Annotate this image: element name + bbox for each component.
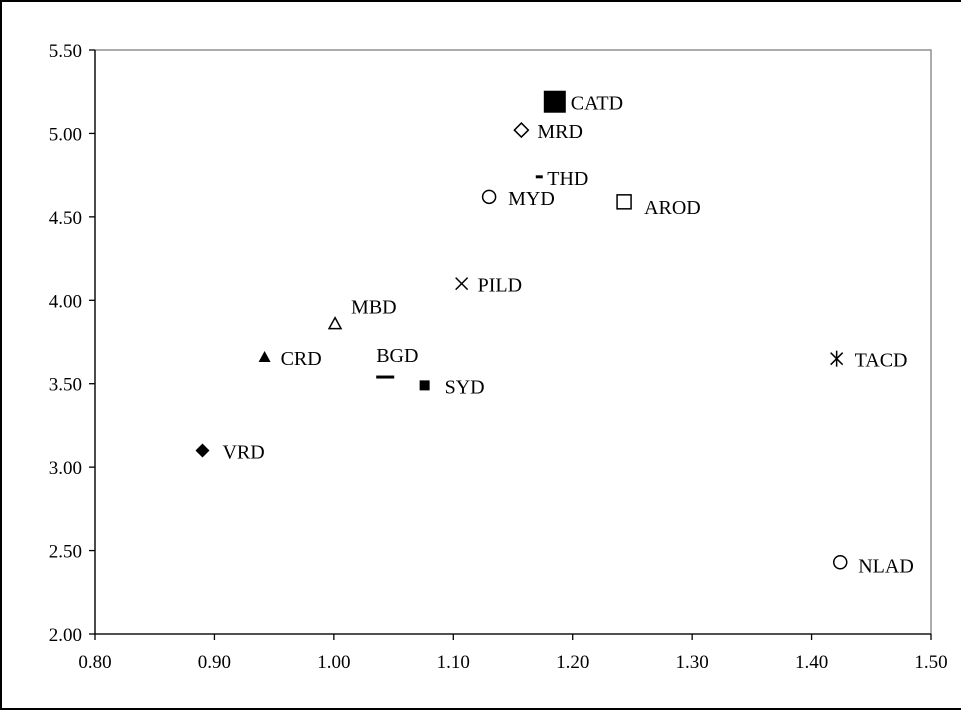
x-tick-label: 1.50 [914, 652, 947, 673]
point-label: PILD [478, 275, 522, 297]
data-point-mrd: MRD [513, 121, 583, 143]
data-point-syd: SYD [419, 376, 485, 398]
data-point-myd: MYD [481, 188, 555, 210]
point-marker [616, 194, 632, 210]
data-point-arod: AROD [616, 194, 701, 219]
point-label: MYD [508, 188, 555, 210]
y-tick-label: 2.50 [49, 542, 82, 563]
data-point-nlad: NLAD [832, 555, 914, 577]
y-tick-label: 5.50 [49, 41, 82, 62]
axes [89, 49, 932, 640]
y-tick-label: 3.00 [49, 458, 82, 479]
point-label: AROD [644, 197, 701, 219]
point-marker [376, 375, 395, 379]
y-tick-label: 5.00 [49, 124, 82, 145]
data-point-bgd: BGD [376, 345, 418, 379]
point-label: TACD [855, 350, 908, 372]
x-tick-label: 1.10 [437, 652, 470, 673]
point-label: VRD [222, 441, 264, 463]
x-tick-label: 1.30 [676, 652, 709, 673]
point-marker [419, 380, 430, 391]
y-tick-label: 4.00 [49, 291, 82, 312]
data-point-tacd: TACD [830, 350, 908, 372]
y-tick-label: 3.50 [49, 375, 82, 396]
point-label: THD [547, 168, 588, 190]
point-marker [327, 316, 343, 330]
x-tick-label: 1.00 [317, 652, 350, 673]
point-marker [535, 175, 543, 179]
plot-area [94, 49, 932, 635]
point-marker [543, 90, 566, 113]
point-marker [513, 122, 530, 139]
point-label: MRD [537, 121, 583, 143]
point-label: BGD [376, 345, 418, 367]
point-marker [455, 277, 469, 291]
data-point-mbd: MBD [327, 297, 397, 330]
point-label: NLAD [858, 555, 914, 577]
x-tick-label: 1.40 [795, 652, 828, 673]
point-label: CRD [281, 348, 322, 370]
point-marker [195, 443, 210, 458]
data-point-catd: CATD [543, 90, 623, 115]
y-tick-label: 4.50 [49, 208, 82, 229]
point-label: MBD [351, 297, 397, 319]
x-tick-label: 0.90 [198, 652, 231, 673]
x-tick-label: 0.80 [78, 652, 111, 673]
data-point-thd: THD [535, 168, 588, 190]
data-point-pild: PILD [455, 275, 522, 297]
point-label: CATD [571, 93, 623, 115]
point-marker [258, 351, 271, 363]
data-point-crd: CRD [258, 348, 322, 370]
point-marker [832, 555, 848, 570]
tick-labels: 2.00 2.50 3.00 3.50 4.00 4.50 5.00 5.50 0.80 0.90… [49, 41, 948, 673]
point-marker [830, 350, 844, 367]
data-point-vrd: VRD [195, 441, 265, 463]
y-tick-label: 2.00 [49, 625, 82, 646]
x-tick-label: 1.20 [556, 652, 589, 673]
point-marker [481, 189, 497, 205]
point-label: SYD [445, 376, 485, 398]
